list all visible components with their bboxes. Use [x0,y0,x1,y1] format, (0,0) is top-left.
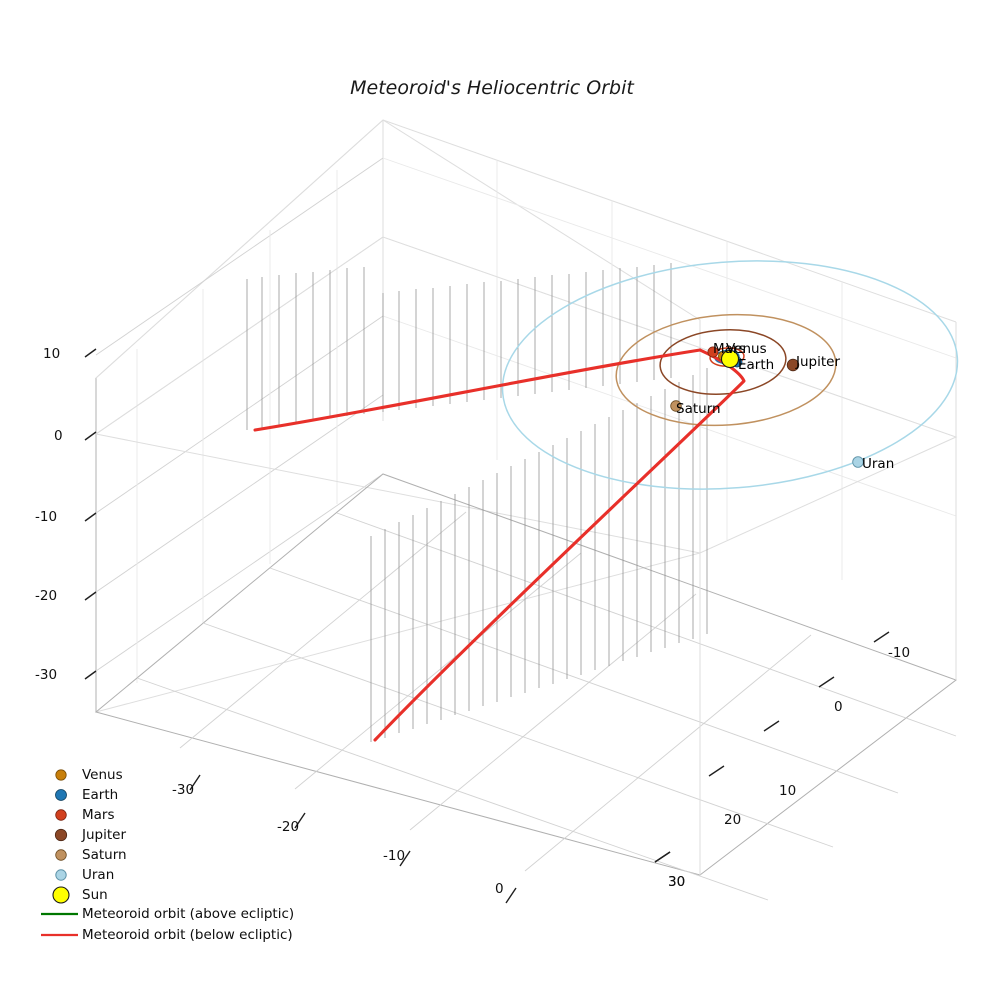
meteoroid-trajectory [253,348,746,742]
tick-label-y-10: 10 [779,783,796,799]
axes-3d-panes [94,119,958,901]
legend-label-below-ecliptic: Meteoroid orbit (below ecliptic) [82,927,293,943]
tick-label-x-30: 30 [668,874,685,890]
grid-floor-x-30 [136,677,769,901]
tick-x-0 [505,887,517,904]
tick-y-0 [818,676,835,688]
label-jupiter: Jupiter [795,354,840,370]
tick-label-x--30: -30 [172,782,194,798]
grid-left-z10 [95,157,384,356]
tick-label-z--10: -10 [35,509,57,525]
tick-label-x-0: 0 [495,881,504,897]
legend-marker-sun [52,886,70,904]
box-top-left-edge [95,119,384,379]
marker-mars [707,346,719,358]
tick-z--20 [84,591,97,601]
tick-x--30 [189,774,201,791]
tick-z-0 [84,431,97,441]
legend-label-earth: Earth [82,787,118,803]
label-uran: Uran [862,456,894,472]
legend-label-jupiter: Jupiter [81,827,126,843]
tick-y-20 [708,765,725,777]
tick-z--10 [84,512,97,522]
planet-orbits [501,260,959,490]
legend-marker-venus [55,769,67,781]
tick-label-z--20: -20 [35,588,57,604]
grid-floor-y10 [409,593,697,831]
grid-floor-y-10 [179,511,467,749]
grid-floor-x0 [336,512,957,737]
legend-marker-earth [55,789,67,801]
legend-marker-jupiter [54,828,68,842]
grid-left-z-10 [95,315,384,514]
tick-x--10 [399,850,411,867]
axis-tick-labels: 10 0 -10 -20 -30 -30 -20 -10 0 30 -10 0 … [35,346,910,897]
celestial-bodies [670,346,864,468]
legend: Venus Earth Mars Jupiter Saturn Uran Sun… [41,767,294,943]
tick-label-z-10: 10 [43,346,60,362]
label-earth: Earth [738,357,774,373]
pane-ecliptic [94,236,958,554]
tick-y--10 [873,631,890,643]
tick-marks [84,348,890,904]
legend-label-sun: Sun [82,887,108,903]
grid-floor-x-10 [269,567,899,794]
tick-label-y-20: 20 [724,812,741,828]
grid-left-z-20 [95,394,384,593]
legend-label-uran: Uran [82,867,114,883]
tick-label-z--30: -30 [35,667,57,683]
box-top-right-edge [382,119,957,323]
orbit-saturn [615,313,837,427]
legend-marker-saturn [55,849,67,861]
marker-uranus [852,456,864,468]
orbit-jupiter [659,329,787,395]
tick-x--20 [294,812,306,829]
grid-floor-y0 [294,552,582,790]
label-saturn: Saturn [676,401,721,417]
trajectory-inbound-below-ecliptic [253,348,702,432]
tick-z--30 [84,670,97,680]
marker-saturn [670,400,682,412]
legend-label-saturn: Saturn [82,847,127,863]
marker-jupiter [786,358,800,372]
marker-sun [720,349,740,369]
tick-label-x--20: -20 [277,819,299,835]
legend-marker-uranus [55,869,67,881]
page-title: Meteoroid's Heliocentric Orbit [350,77,635,99]
tick-y-30 [654,851,671,863]
trajectory-outbound-below-ecliptic [373,348,746,742]
tick-label-x--10: -10 [383,848,405,864]
pane-left [95,119,701,713]
grid-floor-y20 [524,634,812,872]
tick-label-y--10: -10 [888,645,910,661]
trajectory-stem-lines [246,263,708,742]
label-venus: Venus [726,341,767,357]
planet-annotations: Mars Venus Earth Jupiter Saturn Uran [676,341,894,472]
tick-z-10 [84,348,97,358]
tick-y-10 [763,720,780,732]
legend-label-venus: Venus [82,767,123,783]
grid-left-z-30 [95,473,384,672]
grid-floor-x-20 [202,622,834,848]
orbit-uranus [501,260,959,490]
grid-back-z-10 [382,315,957,517]
tick-label-y-30: 30 [668,874,685,890]
label-mars: Mars [713,341,746,357]
legend-label-mars: Mars [82,807,115,823]
tick-label-z-0: 0 [54,428,63,444]
legend-label-above-ecliptic: Meteoroid orbit (above ecliptic) [82,906,294,922]
tick-label-y-0: 0 [834,699,843,715]
grid-back-z10 [382,157,957,359]
legend-marker-mars [55,809,67,821]
